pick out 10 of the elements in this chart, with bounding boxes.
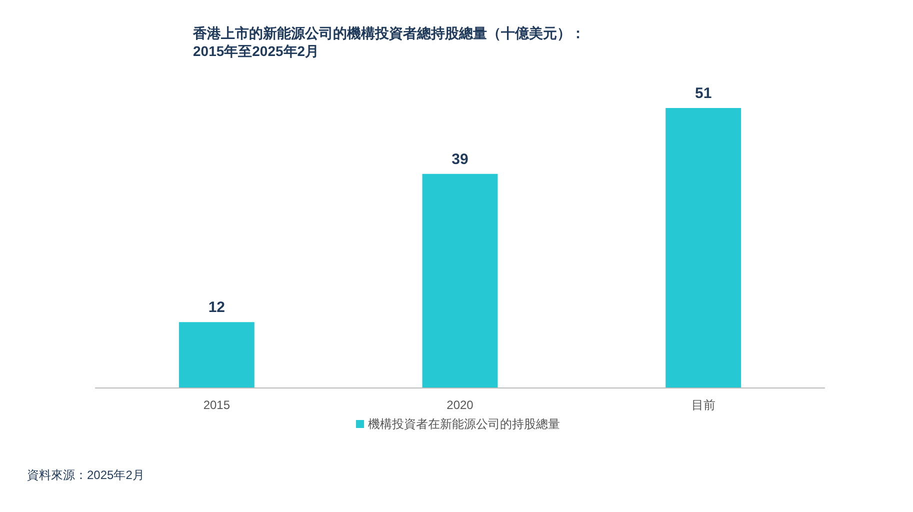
legend-label: 機構投資者在新能源公司的持股總量 <box>368 417 560 431</box>
x-tick-label: 2020 <box>446 398 474 412</box>
x-tick-label: 目前 <box>691 398 716 412</box>
data-label: 39 <box>452 150 468 168</box>
chart-title: 香港上市的新能源公司的機構投資者總持股總量（十億美元）： <box>192 25 585 41</box>
source-note: 資料來源：2025年2月 <box>27 468 144 482</box>
data-label: 12 <box>208 299 226 316</box>
data-label: 51 <box>694 85 712 102</box>
x-tick-label: 2015 <box>203 398 230 412</box>
chart-subtitle: 2015年至2025年2月 <box>193 43 320 59</box>
